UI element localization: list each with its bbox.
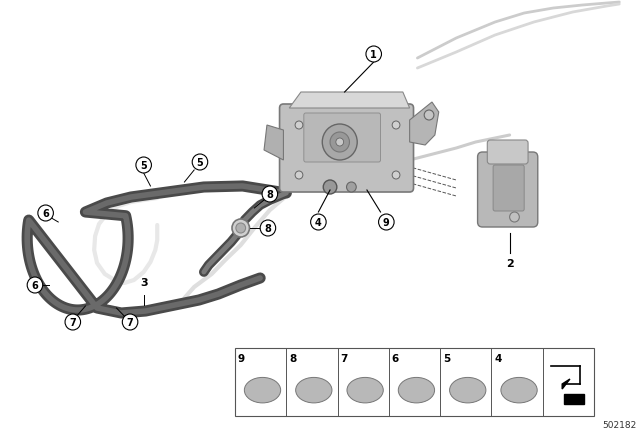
Text: 6: 6	[42, 208, 49, 219]
Circle shape	[323, 180, 337, 194]
Circle shape	[262, 186, 278, 202]
Polygon shape	[410, 102, 439, 145]
Circle shape	[330, 132, 349, 152]
FancyBboxPatch shape	[280, 104, 413, 192]
Text: 9: 9	[383, 217, 390, 228]
Circle shape	[509, 212, 519, 222]
Text: 5: 5	[443, 354, 451, 364]
Text: 3: 3	[140, 278, 147, 288]
Circle shape	[232, 219, 250, 237]
Circle shape	[379, 214, 394, 230]
Text: 9: 9	[238, 354, 245, 364]
Polygon shape	[564, 394, 584, 404]
FancyBboxPatch shape	[477, 152, 538, 227]
Ellipse shape	[398, 377, 435, 403]
Text: 4: 4	[494, 354, 502, 364]
Circle shape	[346, 182, 356, 192]
Text: 4: 4	[315, 217, 322, 228]
Text: 7: 7	[340, 354, 348, 364]
Circle shape	[192, 154, 208, 170]
Ellipse shape	[449, 377, 486, 403]
Circle shape	[392, 121, 400, 129]
FancyBboxPatch shape	[487, 140, 528, 164]
Ellipse shape	[296, 377, 332, 403]
Circle shape	[323, 124, 357, 160]
Text: 5: 5	[140, 160, 147, 171]
Circle shape	[295, 121, 303, 129]
FancyBboxPatch shape	[493, 165, 524, 211]
Circle shape	[366, 46, 381, 62]
Text: 1: 1	[371, 49, 377, 60]
Text: 6: 6	[392, 354, 399, 364]
Circle shape	[295, 171, 303, 179]
Circle shape	[136, 157, 152, 173]
Text: 502182: 502182	[602, 421, 636, 430]
Text: 6: 6	[31, 280, 38, 290]
Circle shape	[260, 220, 276, 236]
Circle shape	[424, 110, 434, 120]
Ellipse shape	[501, 377, 537, 403]
Text: 2: 2	[506, 259, 513, 269]
Circle shape	[236, 223, 246, 233]
FancyBboxPatch shape	[304, 113, 381, 162]
Circle shape	[392, 171, 400, 179]
Polygon shape	[264, 125, 284, 160]
Ellipse shape	[347, 377, 383, 403]
Text: 8: 8	[266, 190, 273, 199]
Circle shape	[65, 314, 81, 330]
Circle shape	[336, 138, 344, 146]
Text: 8: 8	[264, 224, 271, 233]
Text: 8: 8	[289, 354, 296, 364]
Polygon shape	[562, 379, 570, 389]
Circle shape	[38, 205, 53, 221]
Text: 7: 7	[69, 318, 76, 327]
Bar	[235, 348, 594, 416]
Circle shape	[27, 277, 43, 293]
Circle shape	[310, 214, 326, 230]
Circle shape	[122, 314, 138, 330]
Polygon shape	[289, 92, 410, 108]
Text: 5: 5	[196, 158, 204, 168]
Text: 7: 7	[127, 318, 134, 327]
Ellipse shape	[244, 377, 281, 403]
